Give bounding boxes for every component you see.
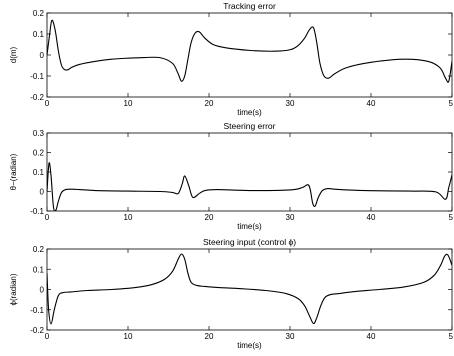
y-tick-label: 0.3 xyxy=(33,129,45,138)
x-tick-label: 5 xyxy=(449,213,454,222)
y-tick-label: 0.1 xyxy=(33,168,45,177)
y-tick-label: -0.1 xyxy=(30,207,44,216)
x-tick-label: 40 xyxy=(367,213,376,222)
y-tick-label: -0.1 xyxy=(30,306,44,315)
y-tick-label: -0.1 xyxy=(30,72,44,81)
y-tick-label: -0.2 xyxy=(30,93,44,102)
y-tick-label: 0.1 xyxy=(33,30,45,39)
x-tick-label: 0 xyxy=(45,99,50,108)
x-axis-label: time(s) xyxy=(237,108,262,117)
y-tick-label: 0 xyxy=(40,51,45,60)
y-tick-label: 0 xyxy=(40,188,45,197)
x-tick-label: 5 xyxy=(449,332,454,341)
subplot-3: Steering input (control ϕ) 0 10 20 30 40 5 -0.2… xyxy=(9,237,454,350)
series-line-1 xyxy=(47,253,452,325)
x-axis-label: time(s) xyxy=(237,222,262,231)
x-tick-label: 30 xyxy=(286,213,295,222)
plot-frame xyxy=(46,132,453,212)
x-tick-label: 20 xyxy=(205,332,214,341)
plot-frame xyxy=(46,12,453,98)
x-tick-label: 10 xyxy=(124,332,133,341)
x-tick-label: 30 xyxy=(286,99,295,108)
y-tick-label: 0.1 xyxy=(33,265,45,274)
chart-title: Steering input (control ϕ) xyxy=(203,237,296,247)
subplot-1: Tracking error 0 10 20 30 40 5 -0.2 -0.1 0 0.1 0.2 t… xyxy=(9,1,454,117)
x-tick-label: 10 xyxy=(124,99,133,108)
chart-title: Steering error xyxy=(224,121,276,131)
y-axis-label: ϕ(radian) xyxy=(9,273,18,305)
y-tick-label: -0.2 xyxy=(30,326,44,335)
chart-title: Tracking error xyxy=(223,1,276,11)
x-tick-label: 10 xyxy=(124,213,133,222)
x-axis-label: time(s) xyxy=(237,341,262,350)
series-line-1 xyxy=(47,19,452,83)
y-tick-label: 0 xyxy=(40,286,45,295)
x-tick-label: 40 xyxy=(367,332,376,341)
series-line-1 xyxy=(47,162,452,211)
x-tick-label: 0 xyxy=(45,332,50,341)
y-tick-label: 0.2 xyxy=(33,245,45,254)
y-axis-label: θ−(radian) xyxy=(9,153,18,190)
y-axis-label: d(m) xyxy=(9,46,18,63)
x-tick-label: 40 xyxy=(367,99,376,108)
y-tick-label: 0.2 xyxy=(33,9,45,18)
x-tick-label: 20 xyxy=(205,99,214,108)
x-tick-label: 20 xyxy=(205,213,214,222)
x-tick-label: 5 xyxy=(449,99,454,108)
x-tick-label: 30 xyxy=(286,332,295,341)
y-tick-label: 0.2 xyxy=(33,149,45,158)
x-tick-label: 0 xyxy=(45,213,50,222)
